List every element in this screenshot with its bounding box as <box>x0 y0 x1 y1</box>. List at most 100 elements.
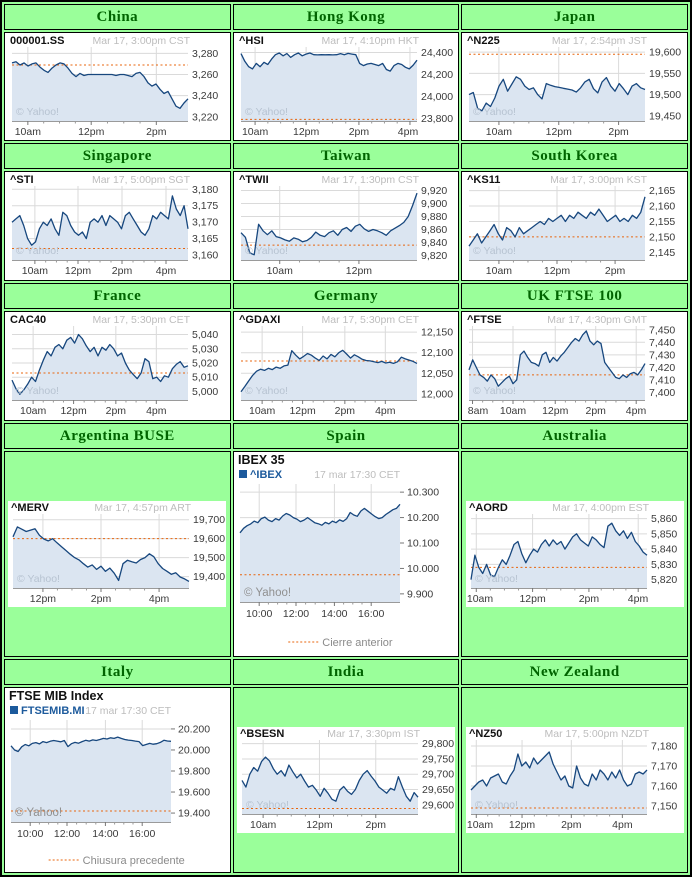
chart-cell-argentina[interactable]: ^MERV Mar 17, 4:57pm ART © Yahoo! 12pm 2pm 4p… <box>4 451 231 657</box>
y-axis-label: 3,175 <box>192 200 218 212</box>
region-header-new-zealand: New Zealand <box>461 659 688 685</box>
x-axis-label: 2pm <box>106 405 127 417</box>
price-area <box>12 195 188 260</box>
region-header-argentina-buse: Argentina BUSE <box>4 423 231 449</box>
x-axis-label: 2pm <box>366 819 387 831</box>
timestamp-label: Mar 17, 4:30pm GMT <box>548 314 648 326</box>
x-axis-label: 12:00 <box>283 608 309 620</box>
chart-cell-france[interactable]: CAC40 Mar 17, 5:30pm CET © Yahoo! 10am 12pm 2… <box>4 311 231 421</box>
x-axis-label: 12pm <box>542 405 569 417</box>
y-axis-label: 5,860 <box>651 513 677 525</box>
y-axis-label: 19,500 <box>649 89 681 101</box>
yahoo-watermark: © Yahoo! <box>473 385 516 397</box>
region-header-japan: Japan <box>461 4 688 30</box>
ticker-label: ^NZ50 <box>469 728 502 740</box>
timestamp-label: Mar 17, 5:30pm CET <box>93 314 191 326</box>
chart-cell-india[interactable]: ^BSESN Mar 17, 3:30pm IST © Yahoo! 10am 12pm… <box>232 687 460 873</box>
x-axis-label: 10am <box>249 405 276 417</box>
price-line <box>241 756 419 802</box>
y-axis-label: 7,430 <box>649 349 675 361</box>
y-axis-label: 29,700 <box>422 769 454 781</box>
timestamp-label: Mar 17, 3:00pm KST <box>550 174 647 186</box>
y-axis-label: 7,410 <box>649 374 675 386</box>
x-axis-label: 10:00 <box>246 608 272 620</box>
chart-title: IBEX 35 <box>238 453 285 467</box>
y-axis-label: 20.000 <box>178 744 210 756</box>
chart-cell-south-korea[interactable]: ^KS11 Mar 17, 3:00pm KST © Yahoo! 10am 12pm 2… <box>461 171 688 281</box>
x-axis-label: 4pm <box>626 405 647 417</box>
y-axis-label: 12,050 <box>421 368 453 380</box>
x-axis-label: 4pm <box>627 593 648 605</box>
region-header-south-korea: South Korea <box>461 143 688 169</box>
x-axis-label: 4pm <box>397 126 418 138</box>
x-axis-label: 8am <box>468 405 489 417</box>
chart-cell-taiwan[interactable]: ^TWII Mar 17, 1:30pm CST © Yahoo! 10am 12pm 9… <box>232 171 460 281</box>
prev-close-legend-label: Cierre anterior <box>322 637 393 649</box>
timestamp-label: Mar 17, 5:00pm NZDT <box>544 728 649 740</box>
y-axis-label: 24,000 <box>421 91 453 103</box>
y-axis-label: 29,600 <box>422 799 454 811</box>
y-axis-label: 19,500 <box>193 552 225 564</box>
price-line <box>11 61 189 109</box>
timestamp-label: Mar 17, 3:00pm CST <box>93 35 191 47</box>
price-line <box>240 52 418 72</box>
timestamp-label: Mar 17, 3:30pm IST <box>327 728 420 740</box>
y-axis-label: 19.600 <box>178 787 210 799</box>
y-axis-label: 19,400 <box>193 571 225 583</box>
y-axis-label: 29,750 <box>422 753 454 765</box>
yahoo-watermark: © Yahoo! <box>245 245 288 257</box>
y-axis-label: 10.000 <box>407 563 439 575</box>
price-area <box>13 526 190 588</box>
y-axis-label: 24,400 <box>421 47 453 59</box>
chart-svg-^MERV: ^MERV Mar 17, 4:57pm ART © Yahoo! 12pm 2pm 4p… <box>8 501 227 607</box>
y-axis-label: 7,420 <box>649 362 675 374</box>
chart-cell-singapore[interactable]: ^STI Mar 17, 5:00pm SGT © Yahoo! 10am 12pm 2p… <box>4 171 231 281</box>
chart-cell-australia[interactable]: ^AORD Mar 17, 4:00pm EST © Yahoo! 10am 12pm 2… <box>461 451 688 657</box>
y-axis-label: 10.200 <box>407 512 439 524</box>
chart-cell-hong-kong[interactable]: ^HSI Mar 17, 4:10pm HKT © Yahoo! 10am 12pm 2p… <box>232 32 460 141</box>
chart-cell-germany[interactable]: ^GDAXI Mar 17, 5:30pm CET © Yahoo! 10am 12pm… <box>232 311 460 421</box>
price-area <box>240 53 417 121</box>
x-axis-label: 10:00 <box>17 828 43 840</box>
x-axis-label: 10am <box>20 405 47 417</box>
y-axis-label: 7,440 <box>649 337 675 349</box>
timestamp-label: 17 mar 17:30 CET <box>85 705 171 717</box>
price-line <box>10 736 172 753</box>
price-line <box>239 503 401 534</box>
chart-cell-uk-ftse-100[interactable]: ^FTSE Mar 17, 4:30pm GMT © Yahoo! 8am 10am 12… <box>461 311 688 421</box>
chart-svg-000001.SS: 000001.SS Mar 17, 3:00pm CST © Yahoo! 10am 1… <box>7 34 225 140</box>
yahoo-watermark: © Yahoo! <box>473 245 516 257</box>
chart-cell-spain[interactable]: IBEX 35 ^IBEX 17 mar 17:30 CET © Yahoo! 10:0… <box>232 451 460 657</box>
region-header-spain: Spain <box>232 423 460 449</box>
ticker-label: ^KS11 <box>467 174 500 186</box>
x-axis-label: 4pm <box>146 405 167 417</box>
chart-cell-italy[interactable]: FTSE MIB Index FTSEMIB.MI 17 mar 17:30 CET… <box>4 687 231 873</box>
chart-cell-japan[interactable]: ^N225 Mar 17, 2:54pm JST © Yahoo! 10am 12pm 2… <box>461 32 688 141</box>
x-axis-label: 10am <box>266 265 293 277</box>
y-axis-label: 2,145 <box>649 247 675 259</box>
ticker-label: 000001.SS <box>10 35 64 47</box>
ticker-label: ^HSI <box>239 35 264 47</box>
x-axis-label: 16:00 <box>358 608 384 620</box>
x-axis-label: 14:00 <box>92 828 118 840</box>
y-axis-label: 9,920 <box>421 185 447 197</box>
y-axis-label: 5,020 <box>192 358 218 370</box>
chart-cell-new-zealand[interactable]: ^NZ50 Mar 17, 5:00pm NZDT © Yahoo! 10am 12pm… <box>461 687 688 873</box>
y-axis-label: 9.900 <box>407 588 433 600</box>
yahoo-watermark: © Yahoo! <box>245 106 288 118</box>
ticker-label: ^MERV <box>11 502 50 514</box>
chart-cell-china[interactable]: 000001.SS Mar 17, 3:00pm CST © Yahoo! 10am 1… <box>4 32 231 141</box>
chart-svg-^IBEX: IBEX 35 ^IBEX 17 mar 17:30 CET © Yahoo! 10:0… <box>235 453 454 651</box>
region-header-uk-ftse-100: UK FTSE 100 <box>461 283 688 309</box>
y-axis-label: 10.100 <box>407 538 439 550</box>
ticker-label: ^FTSE <box>467 314 502 326</box>
region-header-china: China <box>4 4 231 30</box>
x-axis-label: 2pm <box>561 819 582 831</box>
region-header-france: France <box>4 283 231 309</box>
chart-svg-^NZ50: ^NZ50 Mar 17, 5:00pm NZDT © Yahoo! 10am 12pm… <box>465 727 684 833</box>
x-axis-label: 12pm <box>30 593 57 605</box>
price-area <box>11 737 171 822</box>
region-header-germany: Germany <box>232 283 460 309</box>
price-line <box>11 195 189 246</box>
ticker-label: ^BSESN <box>240 728 284 740</box>
